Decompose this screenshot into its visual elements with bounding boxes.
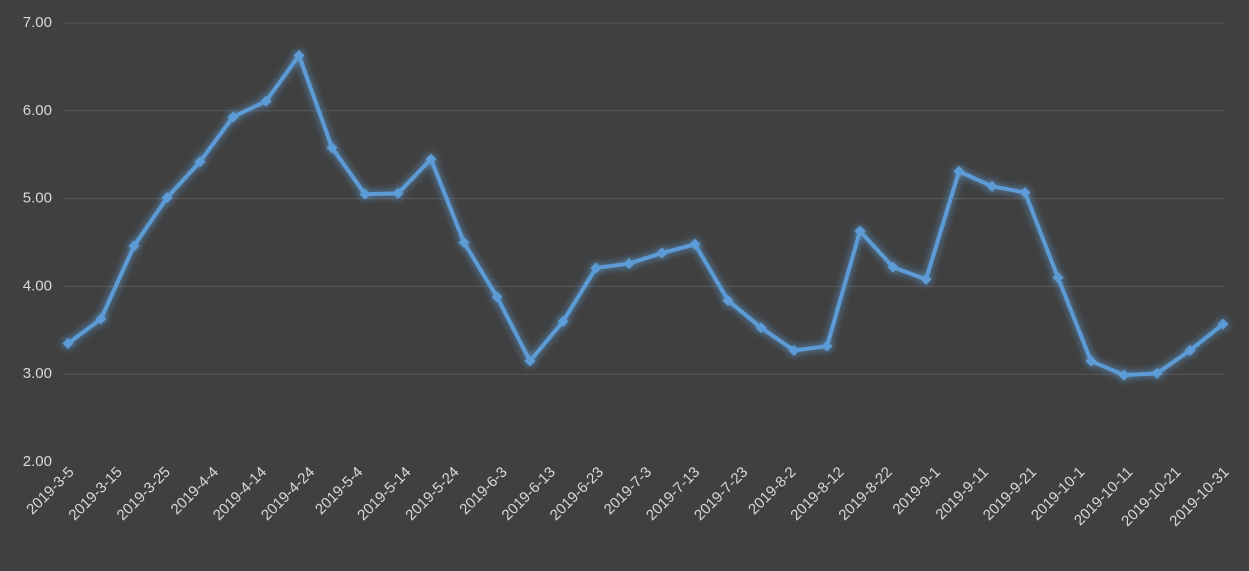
marker xyxy=(788,344,800,356)
marker xyxy=(1052,272,1064,284)
marker xyxy=(656,247,668,259)
marker xyxy=(491,291,503,303)
marker xyxy=(227,111,239,123)
marker xyxy=(1217,318,1229,330)
marker xyxy=(920,273,932,285)
marker xyxy=(326,142,338,154)
marker xyxy=(755,322,767,334)
marker xyxy=(392,187,404,199)
series xyxy=(62,49,1229,381)
marker xyxy=(590,262,602,274)
marker xyxy=(161,192,173,204)
marker xyxy=(425,153,437,165)
marker xyxy=(1184,344,1196,356)
marker xyxy=(128,240,140,252)
y-tick-label: 4.00 xyxy=(23,277,52,294)
marker xyxy=(854,225,866,237)
marker xyxy=(62,337,74,349)
marker xyxy=(194,156,206,168)
y-tick-label: 6.00 xyxy=(23,102,52,119)
marker xyxy=(557,316,569,328)
marker xyxy=(458,237,470,248)
marker xyxy=(986,180,998,192)
y-tick-label: 7.00 xyxy=(23,14,52,31)
marker xyxy=(359,188,371,200)
marker xyxy=(722,294,734,306)
marker xyxy=(293,49,305,61)
marker xyxy=(689,238,701,250)
marker xyxy=(953,165,965,177)
marker xyxy=(887,261,899,273)
marker xyxy=(524,355,536,367)
marker xyxy=(821,340,833,352)
marker xyxy=(1019,186,1031,198)
marker xyxy=(623,258,635,270)
y-tick-label: 3.00 xyxy=(23,365,52,382)
marker xyxy=(1151,367,1163,379)
y-tick-label: 5.00 xyxy=(23,190,52,207)
y-tick-label: 2.00 xyxy=(23,453,52,470)
marker xyxy=(260,95,272,107)
line xyxy=(66,53,1225,378)
marker xyxy=(95,313,107,325)
marker xyxy=(1118,369,1130,381)
marker xyxy=(1085,355,1097,367)
